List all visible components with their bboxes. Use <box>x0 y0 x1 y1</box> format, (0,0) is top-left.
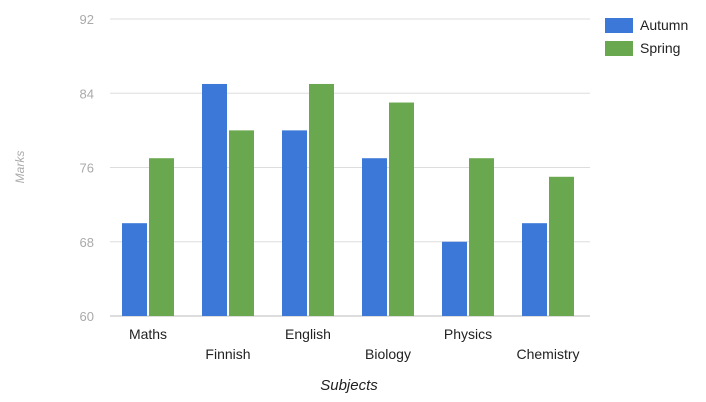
x-axis-title: Subjects <box>320 377 378 394</box>
legend-label-spring: Spring <box>640 40 680 56</box>
bar-autumn-biology <box>362 158 387 316</box>
category-label: English <box>285 326 331 342</box>
category-label: Maths <box>129 326 167 342</box>
legend: Autumn Spring <box>605 17 688 56</box>
bar-spring-chemistry <box>549 176 574 316</box>
y-tick-labels: 60 68 76 84 92 <box>80 12 94 324</box>
category-label: Physics <box>444 326 492 342</box>
y-tick-label: 92 <box>80 12 94 27</box>
y-tick-label: 60 <box>80 309 94 324</box>
bars <box>122 83 574 316</box>
bar-autumn-finnish <box>202 83 227 316</box>
bar-autumn-maths <box>122 223 147 316</box>
bar-spring-physics <box>469 158 494 316</box>
gridlines <box>110 18 590 317</box>
bar-autumn-chemistry <box>522 223 547 316</box>
bar-autumn-physics <box>442 241 467 316</box>
category-label: Biology <box>365 346 411 362</box>
bar-spring-english <box>309 83 334 316</box>
bar-spring-maths <box>149 158 174 316</box>
category-label: Finnish <box>205 346 250 362</box>
y-axis-title: Marks <box>13 151 27 184</box>
bar-spring-biology <box>389 102 414 316</box>
category-labels: Maths Finnish English Biology Physics Chemist… <box>129 326 580 362</box>
bar-spring-finnish <box>229 130 254 316</box>
bar-autumn-english <box>282 130 307 316</box>
y-tick-label: 84 <box>80 86 94 101</box>
legend-swatch-spring <box>605 41 633 56</box>
category-label: Chemistry <box>516 346 579 362</box>
legend-swatch-autumn <box>605 18 633 33</box>
y-tick-label: 76 <box>80 161 94 176</box>
legend-label-autumn: Autumn <box>640 17 688 33</box>
y-tick-label: 68 <box>80 235 94 250</box>
